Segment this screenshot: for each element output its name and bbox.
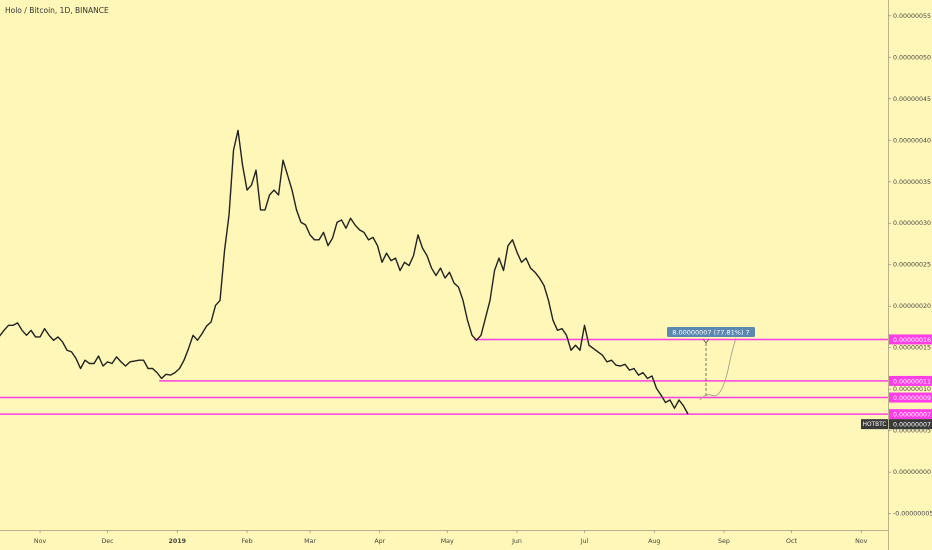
y-tick-label: 0.00000055 [893, 13, 931, 20]
y-tick-label: 0.00000050 [893, 54, 931, 61]
price-label: 0.00000007 [893, 412, 931, 419]
x-tick-label: Jul [580, 538, 589, 545]
price-label-bg [889, 375, 932, 386]
x-tick-label: Oct [786, 538, 797, 545]
y-tick-label: 0.00000010 [893, 386, 931, 393]
x-tick-label: Nov [34, 538, 47, 545]
y-tick-label: -0.00000005 [893, 511, 932, 518]
x-tick-label: Sep [718, 538, 730, 545]
x-tick-label: 2019 [169, 538, 187, 545]
x-tick-label: Dec [101, 538, 114, 545]
x-tick-label: Nov [855, 538, 868, 545]
y-tick-label: 0.00000015 [893, 345, 931, 352]
symbol-label: HOTBTC [863, 422, 887, 428]
price-label: 0.00000011 [893, 378, 931, 385]
price-label-bg [889, 409, 932, 420]
y-tick-label: 0.00000020 [893, 303, 931, 310]
x-tick-label: Aug [648, 538, 660, 545]
price-label: 0.00000016 [893, 337, 931, 344]
last-price-bg [889, 419, 932, 430]
measure-label-bg [667, 327, 755, 337]
price-label-bg [889, 334, 932, 345]
x-tick-label: May [441, 538, 454, 545]
y-tick-label: 0.00000005 [893, 428, 931, 435]
measure-arrow-head [702, 338, 710, 344]
y-tick-label: 0.00000040 [893, 137, 931, 144]
y-tick-label: 0.00000030 [893, 220, 931, 227]
price-label-bg [889, 392, 932, 403]
y-tick-label: 0.00000035 [893, 179, 931, 186]
price-line [0, 129, 689, 415]
projection-curve [699, 337, 737, 401]
plot-area: Nov Dec 2019 Feb Mar Apr May Jun Jul Aug Sep Oct Nov [0, 15, 891, 545]
last-price-label: 0.00000007 [893, 422, 931, 429]
x-tick-label: Apr [374, 538, 385, 545]
x-tick-label: Mar [304, 538, 316, 545]
x-tick-label: Jun [511, 538, 522, 545]
x-tick-label: Feb [241, 538, 252, 545]
price-label: 0.00000009 [893, 395, 931, 402]
measure-label: 8.00000007 (77.81%) 7 [672, 329, 749, 337]
y-tick-label: 0.00000045 [893, 96, 931, 103]
y-tick-label: 0.00000025 [893, 262, 931, 269]
price-labels: 0.00000055 0.00000050 0.00000045 0.00000040… [861, 13, 932, 518]
symbol-label-bg [861, 419, 888, 430]
chart-title: Holo / Bitcoin, 1D, BINANCE [5, 6, 109, 15]
y-tick-label: 0.00000000 [893, 469, 931, 476]
